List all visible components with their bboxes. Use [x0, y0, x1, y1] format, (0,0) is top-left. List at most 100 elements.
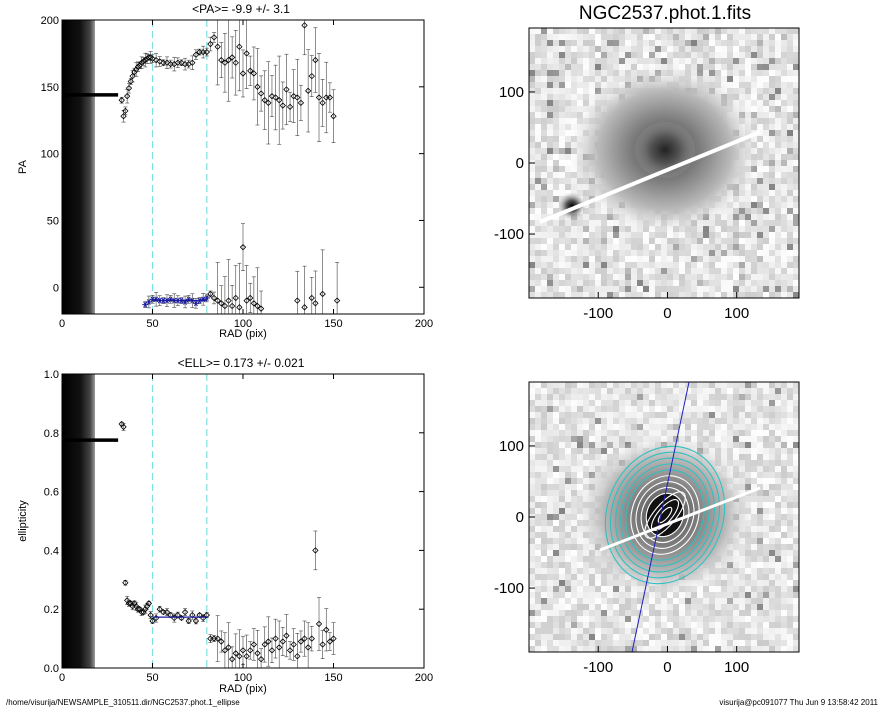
pa-data-point: [210, 294, 218, 302]
isophote-ellipse: [609, 451, 721, 579]
pa-data-point: [319, 290, 326, 298]
isophote-ellipse: [604, 445, 726, 585]
ellipticity-profile-panel: <ELL>= 0.173 +/- 0.021 0 50 100 150 200 0.0 0…: [17, 356, 433, 695]
pa-data-point: [315, 94, 323, 101]
pa-data-point: [261, 97, 268, 104]
pa-data-point: [239, 244, 247, 251]
pa-data-point: [254, 83, 261, 90]
pa-data-point: [279, 102, 286, 109]
pa-data-point: [189, 59, 196, 66]
ell-data-point: [261, 641, 268, 648]
ell-data-point: [149, 617, 156, 625]
pa-data-point: [221, 59, 229, 66]
ell-data-point: [323, 626, 330, 633]
ell-data-point: [232, 650, 239, 657]
ell-ytick-label: 1.0: [44, 369, 59, 381]
pa-xtick-label: 150: [324, 318, 342, 330]
ell-data-point: [286, 647, 294, 654]
pa-ytick-label: 0: [53, 282, 59, 294]
ell-data-point: [283, 632, 290, 639]
ell-data-point: [228, 656, 236, 663]
pa-data-point: [312, 56, 319, 64]
ell-data-point: [315, 620, 323, 628]
img2-xtick-label: 100: [724, 659, 749, 676]
ell-data-point: [122, 579, 129, 586]
pa-data-point: [239, 70, 247, 77]
ell-xtick-label: 50: [146, 672, 158, 684]
pa-data-point: [319, 99, 326, 107]
pa-excluded-region: [62, 20, 95, 314]
pa-data-point: [276, 97, 283, 104]
pa-xtick-label: 200: [415, 318, 433, 330]
ell-data-point: [156, 606, 163, 613]
ell-data-point: [243, 653, 250, 660]
pa-profile-panel: <PA>= -9.9 +/- 3.1 0 50 100 150 200 0 50 100 15…: [17, 2, 433, 340]
pa-data-point: [207, 40, 214, 48]
pa-data-point: [243, 50, 250, 57]
img2-xtick-label: -100: [583, 659, 613, 676]
pa-data-point: [330, 113, 337, 120]
pa-data-point: [120, 113, 127, 120]
isophote-ellipse: [620, 463, 710, 567]
pa-data-point: [265, 99, 272, 107]
ell-data-point: [319, 641, 326, 648]
pa-data-point: [218, 56, 225, 64]
pa-data-point: [308, 72, 315, 80]
pa-data-point: [232, 294, 239, 302]
pa-fit-point: [203, 295, 210, 301]
ell-data-point: [185, 617, 192, 625]
pa-data-point: [163, 59, 171, 66]
img1-ytick-label: 100: [499, 84, 524, 101]
pa-data-point: [236, 304, 243, 311]
pa-data-point: [257, 90, 265, 97]
pa-data-point: [210, 34, 218, 41]
pa-data-point: [152, 56, 160, 64]
ell-ytick-label: 0.4: [44, 545, 59, 557]
pa-data-point: [308, 294, 315, 302]
pa-data-point: [290, 93, 297, 100]
pa-data-point: [301, 22, 308, 29]
isophote-image-panel: -100 0 100 100 0 -100: [494, 381, 800, 676]
img2-ytick-label: 0: [516, 509, 524, 526]
pa-title: <PA>= -9.9 +/- 3.1: [192, 2, 290, 16]
ell-data-point: [272, 635, 279, 642]
pa-fit-point: [145, 299, 152, 305]
ell-title: <ELL>= 0.173 +/- 0.021: [178, 356, 305, 370]
pa-ytick-label: 150: [41, 82, 59, 94]
ell-ylabel: ellipticity: [17, 500, 29, 542]
ell-data-point: [221, 647, 229, 654]
ell-ytick-label: 0.0: [44, 663, 59, 675]
galaxy-image-panel: NGC2537.phot.1.fits -100 0 100 100 0 -100: [494, 3, 800, 322]
ell-excluded-region: [62, 374, 95, 668]
ell-xtick-label: 200: [415, 672, 433, 684]
pa-xlabel: RAD (pix): [219, 328, 267, 340]
pa-data-point: [250, 70, 258, 77]
pa-data-point: [221, 302, 229, 310]
pa-data-point: [294, 94, 301, 101]
ell-data-point: [181, 608, 189, 616]
ell-data-point: [294, 653, 301, 660]
pa-data-point: [236, 43, 243, 50]
image-title: NGC2537.phot.1.fits: [579, 3, 751, 24]
pa-data-point: [125, 84, 133, 92]
pa-ytick-label: 50: [47, 215, 59, 227]
major-axis-line: [631, 381, 690, 653]
footer-path: /home/visurija/NEWSAMPLE_310511.dir/NGC2…: [6, 698, 240, 707]
pa-ytick-label: 100: [41, 149, 59, 161]
ell-xtick-label: 0: [59, 672, 65, 684]
pa-data-point: [118, 97, 125, 104]
pa-fit-point: [142, 301, 149, 308]
ell-data-point: [236, 653, 243, 660]
pa-xtick-label: 50: [146, 318, 158, 330]
pa-data-point: [192, 51, 200, 58]
satellite-trail: [539, 130, 761, 224]
ell-data-point: [218, 638, 225, 645]
ell-data-point: [290, 641, 297, 648]
inner-isophote-ellipse: [657, 506, 673, 524]
ell-ytick-label: 0.8: [44, 428, 59, 440]
pa-data-point: [232, 59, 239, 66]
pa-data-point: [326, 94, 334, 101]
pa-data-point: [156, 58, 163, 65]
pa-ytick-label: 200: [41, 15, 59, 27]
